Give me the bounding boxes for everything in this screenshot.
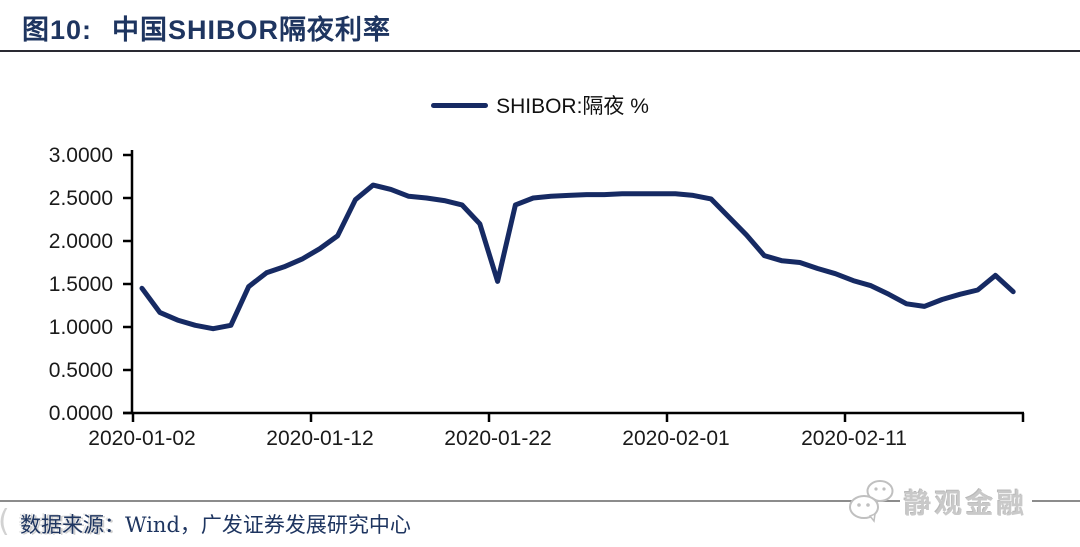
y-tick-label: 2.0000 <box>49 230 113 253</box>
y-tick-label: 1.0000 <box>49 316 113 339</box>
x-tick-label: 2020-01-22 <box>444 427 551 450</box>
axes <box>123 150 1025 422</box>
y-tick-label: 3.0000 <box>49 144 113 167</box>
x-tick-label: 2020-02-01 <box>622 427 729 450</box>
y-tick-label: 0.5000 <box>49 359 113 382</box>
shibor-series-line <box>139 182 1016 332</box>
title-divider <box>0 50 1080 52</box>
figure-title-text: 中国SHIBOR隔夜利率 <box>112 15 392 45</box>
watermark-ghost: ( <box>0 504 10 539</box>
data-source-prefix: 数据来源： <box>20 513 125 537</box>
data-source-note: 数据来源：Wind，广发证券发展研究中心 <box>20 509 411 539</box>
watermark-label: 静观金融 <box>900 481 1032 521</box>
x-tick-label: 2020-02-11 <box>801 427 907 450</box>
wechat-icon <box>849 480 894 523</box>
footer-divider <box>0 500 1080 502</box>
data-source-text: Wind，广发证券发展研究中心 <box>125 513 411 537</box>
brand-watermark: 静观金融 <box>848 479 1032 523</box>
y-tick-label: 2.5000 <box>49 187 113 210</box>
tick-labels: 0.0000 0.5000 1.0000 1.5000 2.0000 2.5000 3.00… <box>49 144 907 450</box>
legend-line-swatch <box>431 102 489 108</box>
x-tick-label: 2020-01-02 <box>88 427 195 450</box>
chart-legend: SHIBOR:隔夜 % <box>0 90 1080 120</box>
x-tick-label: 2020-01-12 <box>266 427 373 450</box>
legend-label: SHIBOR:隔夜 % <box>496 95 649 118</box>
figure-number: 图10: <box>22 15 93 45</box>
y-tick-label: 1.5000 <box>49 273 113 296</box>
y-tick-label: 0.0000 <box>49 402 113 425</box>
figure-title: 图10: 中国SHIBOR隔夜利率 <box>22 8 391 47</box>
shibor-line-chart: 0.0000 0.5000 1.0000 1.5000 2.0000 2.5000 3.00… <box>49 144 1025 450</box>
